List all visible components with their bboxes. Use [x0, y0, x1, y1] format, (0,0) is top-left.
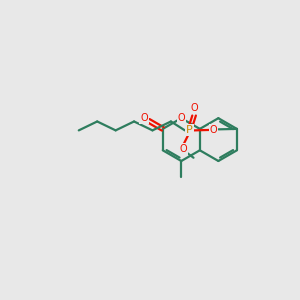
Text: O: O	[178, 113, 185, 123]
Text: P: P	[186, 125, 193, 135]
Text: O: O	[140, 113, 148, 123]
Text: O: O	[180, 144, 187, 154]
Text: O: O	[190, 103, 198, 113]
Text: O: O	[209, 124, 217, 135]
